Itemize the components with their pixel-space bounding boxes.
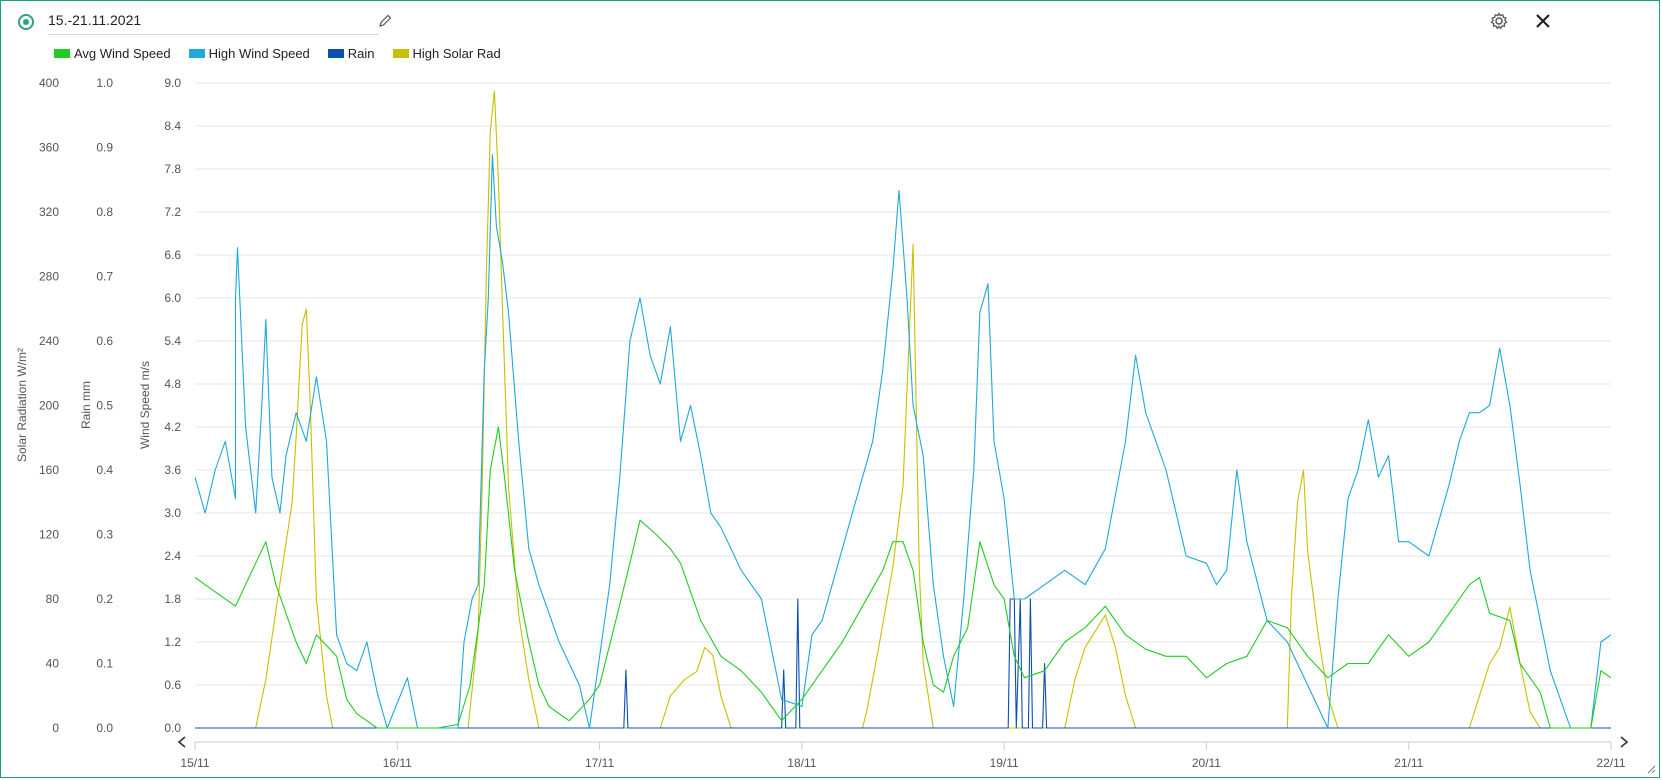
- y-tick-label-solar: 240: [39, 334, 59, 348]
- legend-item-rain[interactable]: Rain: [327, 46, 375, 61]
- y-tick-label-wind: 7.2: [164, 205, 181, 219]
- pencil-icon[interactable]: [377, 13, 393, 29]
- y-tick-label-wind: 5.4: [164, 334, 181, 348]
- y-axis-title-solar: Solar Radiation W/m²: [15, 348, 29, 462]
- x-tick-label: 17/11: [585, 756, 614, 770]
- y-tick-label-solar: 200: [39, 399, 59, 413]
- y-tick-label-rain: 0.3: [96, 528, 113, 542]
- y-tick-label-wind: 3.6: [164, 463, 181, 477]
- series-line-avg-wind-speed: [194, 426, 1612, 729]
- x-tick-label: 16/11: [383, 756, 412, 770]
- chevron-right-icon[interactable]: [1620, 736, 1629, 748]
- y-tick-label-solar: 120: [39, 528, 59, 542]
- y-tick-label-rain: 0.9: [96, 141, 113, 155]
- y-tick-label-wind: 9.0: [164, 76, 181, 90]
- x-tick-label: 20/11: [1192, 756, 1221, 770]
- y-tick-label-rain: 0.5: [96, 399, 113, 413]
- y-tick-label-solar: 360: [39, 141, 59, 155]
- y-tick-label-solar: 40: [46, 657, 60, 671]
- gear-icon[interactable]: [1489, 11, 1509, 31]
- x-tick-label: 22/11: [1596, 756, 1625, 770]
- legend-item-avg-wind[interactable]: Avg Wind Speed: [54, 46, 171, 61]
- y-tick-label-rain: 0.7: [96, 270, 113, 284]
- series-line-rain: [195, 598, 1611, 729]
- legend-label-solar: High Solar Rad: [412, 46, 501, 61]
- y-tick-label-rain: 0.8: [96, 205, 113, 219]
- x-tick-label: 19/11: [990, 756, 1019, 770]
- x-tick-label: 18/11: [787, 756, 816, 770]
- y-tick-label-wind: 0.6: [164, 678, 181, 692]
- x-tick-label: 15/11: [180, 756, 209, 770]
- y-tick-label-wind: 3.0: [164, 506, 181, 520]
- series-line-high-wind-speed: [194, 154, 1612, 729]
- y-tick-label-solar: 400: [39, 76, 59, 90]
- y-tick-label-solar: 280: [39, 270, 59, 284]
- legend-swatch-avg-wind: [54, 49, 70, 58]
- y-tick-label-solar: 0: [52, 721, 59, 735]
- legend-swatch-high-wind: [188, 49, 205, 58]
- chevron-left-icon[interactable]: [177, 736, 186, 748]
- y-tick-label-rain: 0.0: [96, 721, 113, 735]
- legend: Avg Wind Speed High Wind Speed Rain High…: [54, 46, 501, 61]
- y-axis-title-rain: Rain mm: [79, 381, 93, 429]
- close-icon[interactable]: [1533, 11, 1553, 31]
- x-tick-label: 21/11: [1394, 756, 1423, 770]
- y-tick-label-wind: 4.2: [164, 420, 181, 434]
- y-tick-label-rain: 0.4: [96, 463, 113, 477]
- y-tick-label-wind: 6.6: [164, 248, 181, 262]
- legend-item-high-wind[interactable]: High Wind Speed: [188, 46, 310, 61]
- y-tick-label-wind: 4.8: [164, 377, 181, 391]
- date-range-title[interactable]: 15.-21.11.2021: [48, 12, 378, 35]
- y-tick-label-wind: 2.4: [164, 549, 181, 563]
- legend-label-high-wind: High Wind Speed: [208, 46, 310, 61]
- legend-item-solar[interactable]: High Solar Rad: [392, 46, 501, 61]
- legend-label-rain: Rain: [347, 46, 375, 61]
- legend-swatch-rain: [327, 49, 344, 58]
- y-tick-label-wind: 0.0: [164, 721, 181, 735]
- status-dot-icon[interactable]: [18, 14, 34, 30]
- y-tick-label-wind: 8.4: [164, 119, 181, 133]
- resize-handle-icon[interactable]: [1646, 764, 1656, 774]
- y-tick-label-rain: 1.0: [96, 76, 113, 90]
- y-tick-label-wind: 7.8: [164, 162, 181, 176]
- y-axis-title-wind: Wind Speed m/s: [138, 361, 152, 449]
- legend-swatch-solar: [392, 49, 409, 58]
- y-tick-label-solar: 320: [39, 205, 59, 219]
- legend-label-avg-wind: Avg Wind Speed: [74, 46, 171, 61]
- y-tick-label-wind: 1.2: [164, 635, 181, 649]
- y-tick-label-solar: 80: [46, 592, 60, 606]
- series-line-high-solar-rad: [195, 90, 1611, 729]
- y-tick-label-wind: 6.0: [164, 291, 181, 305]
- y-tick-label-rain: 0.1: [96, 657, 113, 671]
- y-tick-label-solar: 160: [39, 463, 59, 477]
- y-tick-label-wind: 1.8: [164, 592, 181, 606]
- y-tick-label-rain: 0.6: [96, 334, 113, 348]
- y-tick-label-rain: 0.2: [96, 592, 113, 606]
